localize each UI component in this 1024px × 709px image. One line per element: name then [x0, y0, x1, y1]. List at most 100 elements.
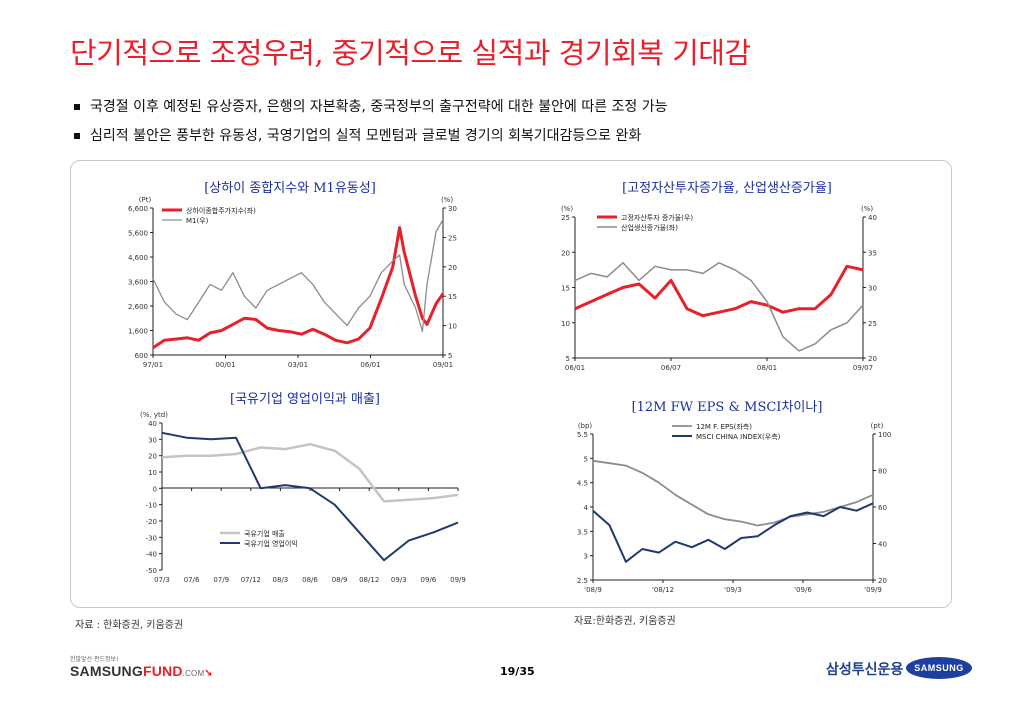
x-tick-label: '08/9 — [584, 586, 602, 594]
chart-eps-msci: 2.5 3 3.5 4 4.5 5 5.5 20 40 60 80 100 (bp) (pt) '08/9 '… — [577, 422, 892, 594]
y-tick-label: 2,600 — [128, 303, 148, 311]
series-line-1 — [161, 442, 459, 503]
series-line-2 — [592, 502, 874, 563]
series-line-2 — [152, 219, 444, 333]
x-tick-label: 09/6 — [421, 576, 437, 584]
x-tick-label: 08/6 — [302, 576, 318, 584]
y-tick-label: 20 — [561, 249, 570, 257]
x-tick-label: 03/01 — [288, 361, 308, 369]
chart-soe-profit-sales: -50 -40 -30 -20 -10 0 10 20 30 40(%, ytd) 07/3 07/6… — [140, 411, 466, 584]
y2-tick-label: 35 — [868, 249, 877, 257]
source-right: 자료:한화증권, 키움증권 — [574, 616, 676, 627]
y-tick-label: 5,600 — [128, 230, 148, 238]
x-tick-label: '08/12 — [652, 586, 674, 594]
series-line-1 — [592, 459, 874, 527]
x-tick-label: 06/01 — [565, 364, 585, 372]
y2-unit-label: (%) — [861, 205, 873, 213]
y-tick-label: 3.5 — [577, 528, 588, 536]
y2-tick-label: 15 — [448, 293, 457, 301]
y2-tick-label: 30 — [448, 205, 457, 213]
y2-unit-label: (%) — [441, 196, 453, 204]
logo-samsung: SAMSUNG — [70, 663, 143, 679]
bullet-1: 국경절 이후 예정된 유상증자, 은행의 자본확충, 중국정부의 출구전략에 대… — [74, 96, 668, 116]
y-tick-label: 5 — [566, 355, 570, 363]
legend-label: 국유기업 영업이익 — [244, 539, 298, 548]
y2-tick-label: 10 — [448, 323, 457, 331]
y-tick-label: 5 — [584, 455, 588, 463]
legend-label: 12M F. EPS(좌측) — [696, 422, 752, 431]
legend-label: 고정자산투자 증가율(우) — [621, 213, 693, 222]
y2-tick-label: 40 — [868, 214, 877, 222]
y2-tick-label: 20 — [448, 264, 457, 272]
y-tick-label: 30 — [148, 436, 157, 444]
y-tick-label: 3,600 — [128, 279, 148, 287]
y-tick-label: 20 — [148, 453, 157, 461]
y-unit-label: (bp) — [578, 422, 593, 430]
x-tick-label: '09/9 — [864, 586, 882, 594]
y2-tick-label: 100 — [878, 431, 891, 439]
logo-com: .COM — [182, 669, 205, 678]
samsungfund-logo[interactable]: 한발앞선 펀드정보! SAMSUNGFUND.COM➘ — [70, 654, 213, 679]
y-tick-label: 3 — [584, 553, 588, 561]
series-line-2 — [574, 262, 864, 352]
bullet-2: 심리적 불안은 풍부한 유동성, 국영기업의 실적 모멘텀과 글로벌 경기의 회… — [74, 125, 641, 145]
logo-wordmark: SAMSUNGFUND.COM➘ — [70, 663, 213, 679]
y-tick-label: -10 — [146, 502, 157, 510]
x-tick-label: 08/9 — [332, 576, 348, 584]
x-tick-label: 06/07 — [661, 364, 681, 372]
y-tick-label: 10 — [561, 320, 570, 328]
x-tick-label: 09/9 — [450, 576, 466, 584]
slide-title: 단기적으로 조정우려, 중기적으로 실적과 경기회복 기대감 — [70, 36, 751, 70]
y2-tick-label: 20 — [878, 577, 887, 585]
bullet-text: 국경절 이후 예정된 유상증자, 은행의 자본확충, 중국정부의 출구전략에 대… — [90, 99, 668, 115]
x-tick-label: 07/9 — [213, 576, 229, 584]
bullet-marker — [74, 133, 80, 139]
y-unit-label: (%, ytd) — [140, 411, 168, 419]
y2-tick-label: 20 — [868, 355, 877, 363]
chart4-title: [12M FW EPS & MSCI차이나] — [631, 400, 823, 415]
arrow-icon: ➘ — [204, 668, 213, 679]
y2-unit-label: (pt) — [871, 422, 884, 430]
brand-korean: 삼성투신운용 — [826, 662, 904, 678]
x-tick-label: 09/01 — [433, 361, 453, 369]
y-tick-label: 1,600 — [128, 328, 148, 336]
x-tick-label: 07/6 — [184, 576, 200, 584]
y2-tick-label: 80 — [878, 468, 887, 476]
y-tick-label: 4,600 — [128, 254, 148, 262]
series-line-1 — [152, 226, 445, 349]
y-unit-label: (Pt) — [139, 196, 152, 204]
x-tick-label: 09/3 — [391, 576, 407, 584]
y-tick-label: -50 — [146, 567, 157, 575]
bullet-text: 심리적 불안은 풍부한 유동성, 국영기업의 실적 모멘텀과 글로벌 경기의 회… — [90, 128, 642, 144]
x-tick-label: 08/12 — [359, 576, 379, 584]
legend-label: 산업생산증가율(좌) — [621, 223, 678, 232]
y-tick-label: 6,600 — [128, 205, 148, 213]
x-tick-label: 08/3 — [273, 576, 289, 584]
logo-fund: FUND — [142, 663, 183, 679]
y-tick-label: 600 — [135, 352, 148, 360]
y-tick-label: 2.5 — [577, 577, 588, 585]
chart-shanghai-m1: 600 1,600 2,600 3,600 4,600 5,600 6,600 5 10 15 20… — [128, 196, 457, 369]
y-tick-label: -20 — [146, 518, 157, 526]
legend-label: 상하이종합주가지수(좌) — [186, 206, 256, 215]
chart2-title: [고정자산투자증가율, 산업생산증가율] — [622, 181, 832, 196]
y-tick-label: 5.5 — [577, 431, 588, 439]
y2-tick-label: 30 — [868, 285, 877, 293]
y-tick-label: 0 — [153, 485, 157, 493]
x-tick-label: 00/01 — [215, 361, 235, 369]
x-tick-label: '09/6 — [794, 586, 812, 594]
x-tick-label: 06/01 — [360, 361, 380, 369]
x-tick-label: 07/3 — [154, 576, 170, 584]
chart-panel — [70, 160, 952, 608]
chart1-title: [상하이 종합지수와 M1유동성] — [204, 181, 376, 196]
y-tick-label: 40 — [148, 420, 157, 428]
y2-tick-label: 25 — [868, 320, 877, 328]
y-unit-label: (%) — [561, 205, 573, 213]
y-tick-label: -30 — [146, 534, 157, 542]
source-left: 자료 : 한화증권, 키움증권 — [75, 620, 184, 631]
bullet-marker — [74, 104, 80, 110]
x-tick-label: 09/07 — [853, 364, 873, 372]
x-tick-label: 97/01 — [143, 361, 163, 369]
chart3-title: [국유기업 영업이익과 매출] — [230, 392, 380, 407]
